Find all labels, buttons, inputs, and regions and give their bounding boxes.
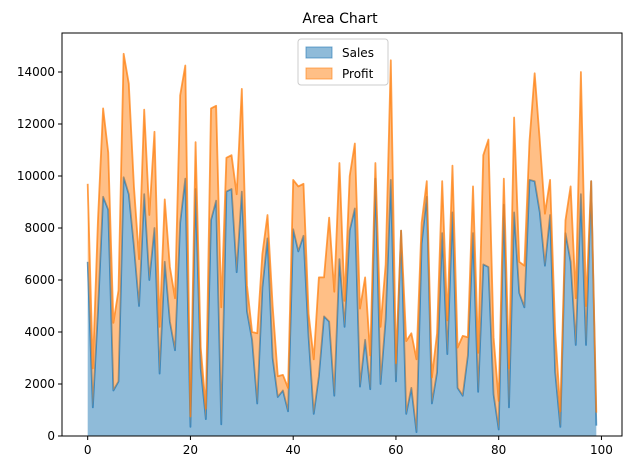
x-tick-label: 100 [590, 443, 613, 457]
legend-swatch-profit [305, 67, 333, 80]
y-tick-label: 0 [47, 429, 55, 443]
x-tick-label: 60 [388, 443, 403, 457]
x-tick-label: 80 [491, 443, 506, 457]
plot-area [86, 52, 598, 437]
y-tick-label: 12000 [17, 117, 55, 131]
legend: Sales Profit [297, 38, 389, 86]
y-tick-label: 2000 [24, 377, 55, 391]
y-tick-label: 8000 [24, 221, 55, 235]
plot-frame [61, 32, 623, 437]
x-tick-label: 20 [183, 443, 198, 457]
line-profit [86, 52, 598, 418]
x-tick-label: 0 [84, 443, 92, 457]
axes: 0 20 40 60 80 100 0 2000 4000 6000 8000 10000 12000 1… [17, 32, 623, 457]
legend-label-sales: Sales [342, 46, 374, 60]
y-tick-label: 14000 [17, 65, 55, 79]
chart-title: Area Chart [302, 11, 378, 27]
y-tick-label: 6000 [24, 273, 55, 287]
y-tick-label: 10000 [17, 169, 55, 183]
area-sales [87, 177, 597, 437]
x-tick-label: 40 [286, 443, 301, 457]
y-tick-label: 4000 [24, 325, 55, 339]
legend-label-profit: Profit [342, 67, 374, 81]
legend-swatch-sales [305, 46, 333, 59]
